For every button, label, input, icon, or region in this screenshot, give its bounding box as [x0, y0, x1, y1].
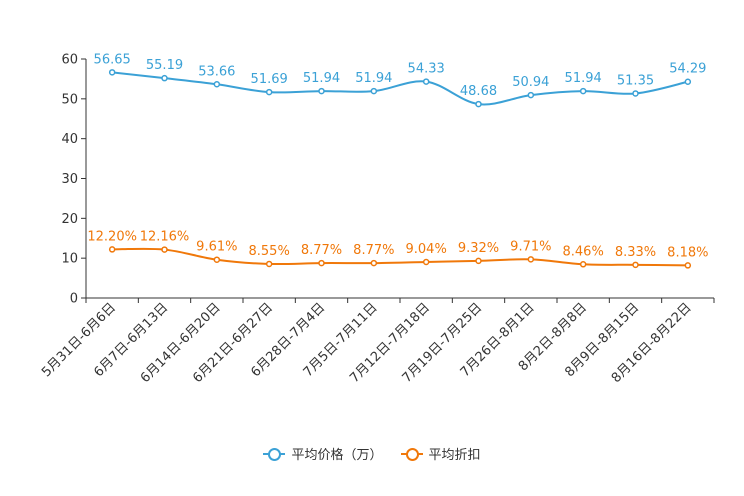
data-point	[108, 246, 116, 253]
data-label: 54.33	[408, 62, 445, 77]
y-tick-label: 40	[61, 132, 78, 147]
legend-item-price[interactable]: 平均价格（万）	[263, 444, 383, 463]
data-label: 51.94	[355, 71, 392, 86]
series-line	[112, 247, 688, 267]
data-label: 56.65	[94, 52, 131, 67]
data-label: 9.04%	[406, 242, 447, 257]
data-label: 51.94	[565, 71, 602, 86]
data-point	[422, 258, 430, 266]
legend: 平均价格（万） 平均折扣	[0, 444, 744, 463]
data-point	[265, 88, 273, 96]
data-label: 54.29	[669, 62, 706, 77]
data-point	[527, 256, 535, 263]
data-label: 51.94	[303, 71, 340, 86]
data-point	[579, 87, 587, 95]
legend-swatch-price	[263, 447, 286, 461]
data-label: 12.20%	[87, 229, 137, 244]
data-label: 8.77%	[353, 243, 394, 258]
y-tick-label: 50	[61, 92, 78, 107]
data-point	[475, 257, 482, 265]
legend-label-discount: 平均折扣	[428, 448, 481, 463]
data-label: 9.71%	[510, 239, 551, 254]
y-tick-label: 30	[61, 172, 78, 187]
line-chart: 01020304050605月31日-6月6日6月7日-6月13日6月14日-6…	[39, 52, 715, 386]
axes: 01020304050605月31日-6月6日6月7日-6月13日6月14日-6…	[39, 53, 715, 386]
legend-item-discount[interactable]: 平均折扣	[400, 444, 481, 463]
data-label: 8.18%	[667, 245, 708, 260]
data-point	[318, 87, 325, 95]
data-point	[265, 260, 273, 268]
data-point	[108, 69, 116, 76]
data-point	[161, 246, 168, 253]
series-layer: 56.65 55.19 53.66 51.69 51.94 51.94 54.33 48.68…	[87, 52, 708, 269]
data-label: 9.32%	[458, 241, 499, 256]
data-label: 51.35	[617, 73, 654, 88]
data-label: 8.55%	[249, 244, 290, 259]
y-tick-label: 0	[70, 292, 78, 307]
data-point	[370, 259, 378, 267]
series-0: 56.65 55.19 53.66 51.69 51.94 51.94 54.33 48.68…	[94, 52, 706, 108]
series-line	[112, 71, 689, 106]
data-label: 12.16%	[140, 230, 190, 245]
data-label: 53.66	[198, 64, 235, 79]
data-point	[632, 261, 639, 269]
data-label: 50.94	[512, 75, 549, 90]
data-point	[632, 90, 639, 97]
data-point	[684, 78, 692, 85]
y-tick-label: 60	[61, 53, 78, 68]
data-label: 8.33%	[615, 245, 656, 260]
data-point	[422, 78, 430, 85]
data-label: 8.46%	[563, 244, 604, 259]
data-label: 51.69	[251, 72, 288, 87]
data-label: 8.77%	[301, 243, 342, 258]
data-label: 55.19	[146, 58, 183, 73]
data-point	[213, 256, 221, 263]
data-label: 9.61%	[196, 240, 237, 255]
legend-label-price: 平均价格（万）	[291, 448, 383, 463]
series-1: 12.20% 12.16% 9.61% 8.55% 8.77% 8.77% 9.04% 9.3…	[87, 229, 708, 269]
legend-swatch-discount	[400, 447, 423, 461]
data-point	[161, 74, 168, 82]
y-tick-label: 20	[61, 212, 78, 227]
data-point	[475, 100, 482, 108]
data-point	[318, 259, 325, 267]
data-point	[213, 81, 221, 88]
y-tick-label: 10	[61, 252, 78, 267]
data-point	[579, 261, 587, 268]
data-label: 48.68	[460, 84, 497, 99]
data-point	[527, 91, 535, 99]
data-point	[370, 87, 378, 95]
data-point	[684, 262, 692, 269]
